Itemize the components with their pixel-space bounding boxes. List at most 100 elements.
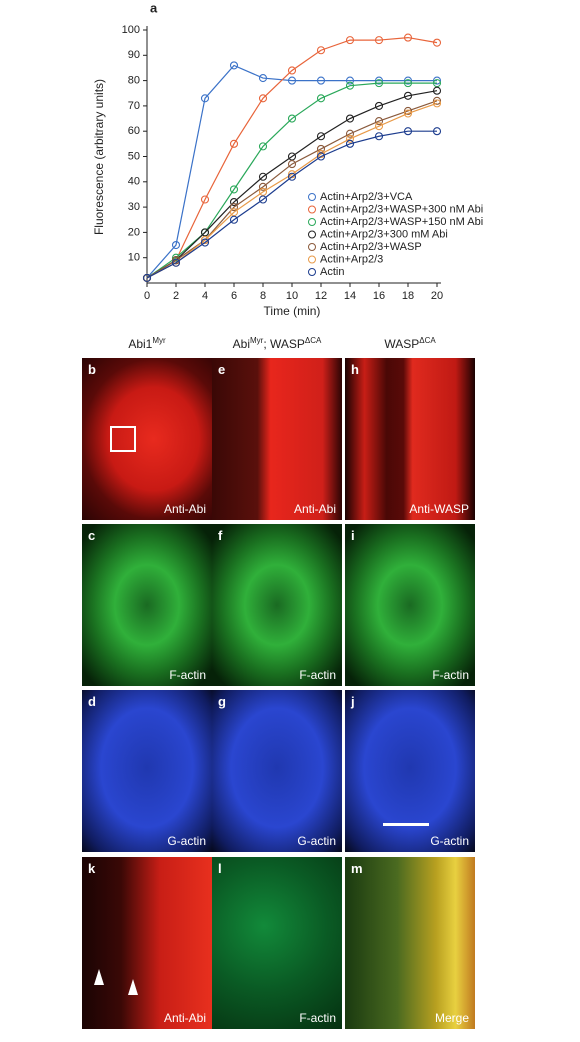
data-point	[287, 66, 297, 75]
x-tick-label: 6	[231, 290, 237, 302]
data-point	[171, 258, 181, 267]
data-point	[403, 76, 413, 85]
data-point	[345, 134, 355, 143]
data-point	[345, 76, 355, 85]
panel-label: l	[218, 861, 222, 876]
data-point	[200, 195, 210, 204]
data-point	[258, 182, 268, 191]
panel-caption: Anti-Abi	[163, 1011, 206, 1025]
micrograph: j G-actin	[345, 690, 475, 852]
micrograph: k Anti-Abi	[82, 857, 212, 1029]
series-line	[146, 100, 438, 279]
series-line	[146, 36, 438, 279]
data-point	[403, 33, 413, 42]
series-line	[146, 90, 438, 279]
panel-caption: F-actin	[299, 668, 336, 682]
data-point	[316, 46, 326, 55]
data-point	[374, 76, 384, 85]
legend-entry: Actin+Arp2/3+WASP+300 nM Abi	[320, 203, 483, 215]
data-point	[258, 172, 268, 181]
data-point	[432, 76, 442, 85]
data-point	[316, 76, 326, 85]
header-part: Abi	[232, 337, 250, 351]
legend-marker	[308, 243, 316, 251]
data-point	[287, 160, 297, 169]
data-point	[374, 117, 384, 126]
data-point	[345, 81, 355, 90]
panel-caption: F-actin	[432, 668, 469, 682]
inset-box	[110, 426, 136, 452]
legend-entry: Actin+Arp2/3+VCA	[320, 191, 413, 203]
header-part: ; WASP	[263, 337, 305, 351]
data-point	[316, 144, 326, 153]
data-point	[142, 273, 152, 282]
y-tick-label: 80	[128, 75, 140, 87]
data-point	[374, 132, 384, 141]
series-line	[146, 130, 437, 279]
panel-caption: Anti-Abi	[293, 502, 336, 516]
data-point	[374, 101, 384, 110]
data-point	[374, 79, 384, 88]
column-header: AbiMyr; WASPΔCA	[212, 336, 342, 351]
legend-entry: Actin	[320, 266, 344, 278]
x-tick-label: 0	[144, 290, 150, 302]
panel-label: e	[218, 362, 226, 377]
data-point	[345, 129, 355, 138]
data-point	[258, 74, 268, 83]
data-point	[258, 94, 268, 103]
panel-caption: Anti-WASP	[409, 502, 469, 516]
x-axis-label: Time (min)	[264, 304, 321, 318]
series-line	[146, 64, 437, 279]
data-point	[287, 172, 297, 181]
data-point	[229, 139, 239, 148]
data-point	[432, 86, 442, 95]
panel-label: f	[218, 528, 223, 543]
legend-entry: Actin+Arp2/3+300 mM Abi	[320, 228, 448, 240]
data-point	[316, 152, 326, 161]
data-point	[229, 208, 239, 217]
data-point	[171, 241, 181, 250]
panel-label: d	[88, 694, 96, 709]
data-point	[229, 197, 239, 207]
header-part: Myr	[249, 336, 264, 345]
data-point	[403, 106, 413, 116]
y-axis-label: Fluorescence (arbitrary units)	[92, 79, 106, 235]
column-header: WASPΔCA	[345, 336, 475, 351]
panel-label: k	[88, 861, 96, 876]
y-tick-label: 100	[122, 24, 140, 36]
y-tick-label: 40	[128, 176, 140, 188]
panel-caption: Anti-Abi	[163, 502, 206, 516]
legend-marker	[308, 230, 316, 239]
panel-caption: F-actin	[169, 668, 206, 682]
micrograph: m Merge	[345, 857, 475, 1029]
series-line	[146, 82, 437, 279]
x-tick-label: 14	[344, 290, 356, 302]
data-point	[229, 185, 239, 194]
data-point	[258, 187, 268, 196]
data-point	[287, 76, 297, 85]
x-tick-label: 8	[260, 290, 266, 302]
x-tick-label: 4	[202, 290, 208, 302]
data-point	[374, 36, 384, 45]
panel-label: c	[88, 528, 96, 543]
y-tick-label: 20	[128, 226, 140, 238]
micrograph: b Anti-Abi	[82, 358, 212, 520]
micrograph: i F-actin	[345, 524, 475, 686]
micrograph: f F-actin	[212, 524, 342, 686]
data-point	[432, 96, 442, 105]
legend-marker	[308, 205, 316, 214]
panel-caption: G-actin	[430, 834, 469, 848]
micrograph: g G-actin	[212, 690, 342, 852]
data-point	[258, 142, 268, 151]
data-point	[316, 132, 326, 141]
scale-bar	[383, 823, 429, 826]
data-point	[200, 238, 210, 247]
data-point	[403, 79, 413, 88]
micrograph: l F-actin	[212, 857, 342, 1029]
panel-label: a	[150, 0, 158, 15]
data-point	[316, 94, 326, 103]
y-tick-label: 30	[128, 201, 140, 213]
data-point	[229, 215, 239, 224]
data-point	[258, 195, 268, 204]
panel-caption: G-actin	[167, 834, 206, 848]
